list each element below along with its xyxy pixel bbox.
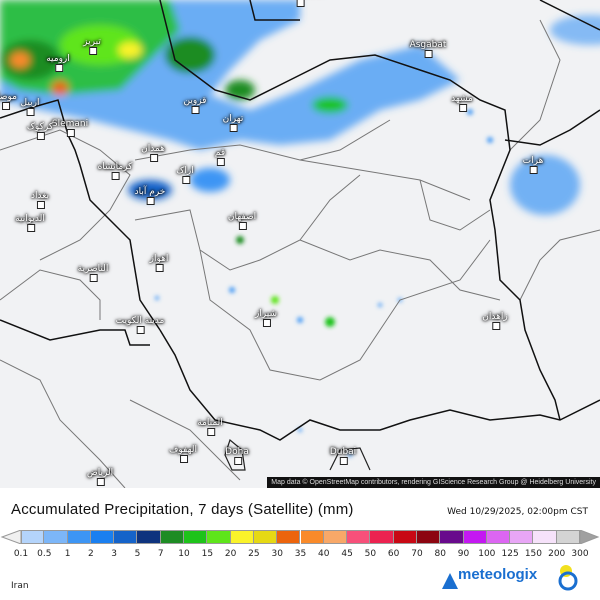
city-label: تبریز <box>83 37 101 55</box>
city-label: Slemani <box>51 119 89 137</box>
colorbar-tick-label: 10 <box>178 549 190 559</box>
colorbar-tick-label: 60 <box>387 549 400 559</box>
colorbar-tick-label: 7 <box>157 549 164 559</box>
city-label: مدینة الکویت <box>115 316 165 334</box>
city-label: اراک <box>176 166 194 184</box>
city-label: Dubai <box>329 447 357 465</box>
colorbar-swatch <box>277 530 301 544</box>
colorbar-tick-label: 300 <box>571 549 589 559</box>
colorbar-tick-label: 1 <box>64 549 71 559</box>
colorbar-tick-label: 35 <box>294 549 307 559</box>
colorbar-swatch <box>67 530 91 544</box>
city-label: زاهدان <box>482 312 508 330</box>
colorbar-tick-label: 50 <box>364 549 377 559</box>
colorbar-swatch <box>370 530 394 544</box>
city-label: تهران <box>222 114 244 132</box>
colorbar-tick-label: 100 <box>478 549 496 559</box>
precip-spots <box>155 109 493 457</box>
colorbar-tick-label: 0.5 <box>37 549 52 559</box>
colorbar-tick-label: 90 <box>457 549 470 559</box>
colorbar-swatch <box>90 530 115 544</box>
colorbar-swatch <box>486 530 511 544</box>
city-label: Doha <box>225 447 249 465</box>
city-label: قم <box>214 148 226 166</box>
colorbar-tick-label: 30 <box>271 549 283 559</box>
colorbar-swatch <box>393 530 417 544</box>
city-label: کرمانشاه <box>97 162 133 180</box>
city-label: خرم آباد <box>134 187 166 205</box>
logo-graphic <box>442 565 578 591</box>
city-label: الناصریة <box>77 264 109 282</box>
meteologix-logo[interactable]: meteologix <box>438 563 593 593</box>
colorbar-swatch <box>510 530 534 544</box>
city-label: الدیوانیة <box>15 214 45 232</box>
logo-text: meteologix <box>458 566 538 583</box>
country-borders <box>0 0 600 441</box>
map-layer <box>0 0 600 488</box>
colorbar-under <box>0 530 22 544</box>
precip-field <box>0 0 600 215</box>
city-label: کرکوک <box>26 122 54 140</box>
chart-title: Accumulated Precipitation, 7 days (Satel… <box>11 501 354 518</box>
coastline <box>224 438 371 471</box>
admin-borders <box>0 19 600 488</box>
colorbar-tick-label: 0.1 <box>13 549 29 559</box>
city-label: الهفوف <box>169 445 197 463</box>
colorbar-tick-label: 200 <box>548 549 566 559</box>
colorbar-tick-label: 5 <box>134 549 141 559</box>
colorbar-swatch <box>253 530 278 544</box>
colorbar-swatch <box>207 530 231 544</box>
city-label: ارومیه <box>46 54 70 72</box>
city-label: اصفهان <box>227 212 257 230</box>
city-label: موصل <box>0 92 17 110</box>
colorbar-swatch <box>323 530 348 544</box>
region-label: Iran <box>11 581 29 591</box>
colorbar-swatch <box>230 530 254 544</box>
colorbar-swatch <box>114 530 138 544</box>
colorbar-swatch <box>300 530 324 544</box>
colorbar-swatch <box>184 530 208 544</box>
colorbar-over <box>579 530 600 544</box>
colorbar-tick-label: 125 <box>501 549 519 559</box>
city-label: المنامة <box>197 418 223 436</box>
colorbar-swatch <box>160 530 185 544</box>
colorbar-swatch <box>137 530 161 544</box>
city-label: بغداد <box>30 191 50 209</box>
colorbar-swatch <box>347 530 371 544</box>
city-label: الریاض <box>86 468 114 486</box>
map-attribution[interactable]: Map data © OpenStreetMap contributors, r… <box>267 477 600 488</box>
colorbar-tick-label: 70 <box>411 549 423 559</box>
city-label: اهواز <box>149 254 169 272</box>
colorbar-tick-label: 20 <box>224 549 237 559</box>
city-label: اربیل <box>20 98 40 116</box>
city-label: مشهد <box>451 94 473 112</box>
colorbar-swatch <box>463 530 487 544</box>
colorbar-tick-label: 3 <box>111 549 118 559</box>
city-label: همدان <box>141 144 165 162</box>
colorbar-tick-label: 2 <box>88 549 94 559</box>
colorbar-tick-label: 25 <box>248 549 260 559</box>
city-label: شیراز <box>254 309 278 327</box>
timestamp: Wed 10/29/2025, 02:00pm CST <box>447 507 588 517</box>
colorbar-tick-label: 40 <box>318 549 330 559</box>
colorbar-swatch <box>440 530 464 544</box>
colorbar-swatch <box>533 530 557 544</box>
city-label: قزوین <box>183 96 207 114</box>
city-label: Asgabat <box>409 40 447 58</box>
colorbar-tick-label: 150 <box>524 549 542 559</box>
colorbar-tick-label: 80 <box>434 549 446 559</box>
precipitation-map[interactable]: BalkanabatAsgabatمشهدهراتزاهدانتبریزاروم… <box>0 0 600 488</box>
colorbar-tick-label: 45 <box>341 549 353 559</box>
colorbar-swatch <box>556 530 580 544</box>
city-label: هرات <box>522 156 544 174</box>
colorbar-swatch <box>44 530 68 544</box>
colorbar-swatch <box>21 530 45 544</box>
colorbar-swatch <box>416 530 441 544</box>
colorbar-tick-label: 15 <box>201 549 214 559</box>
